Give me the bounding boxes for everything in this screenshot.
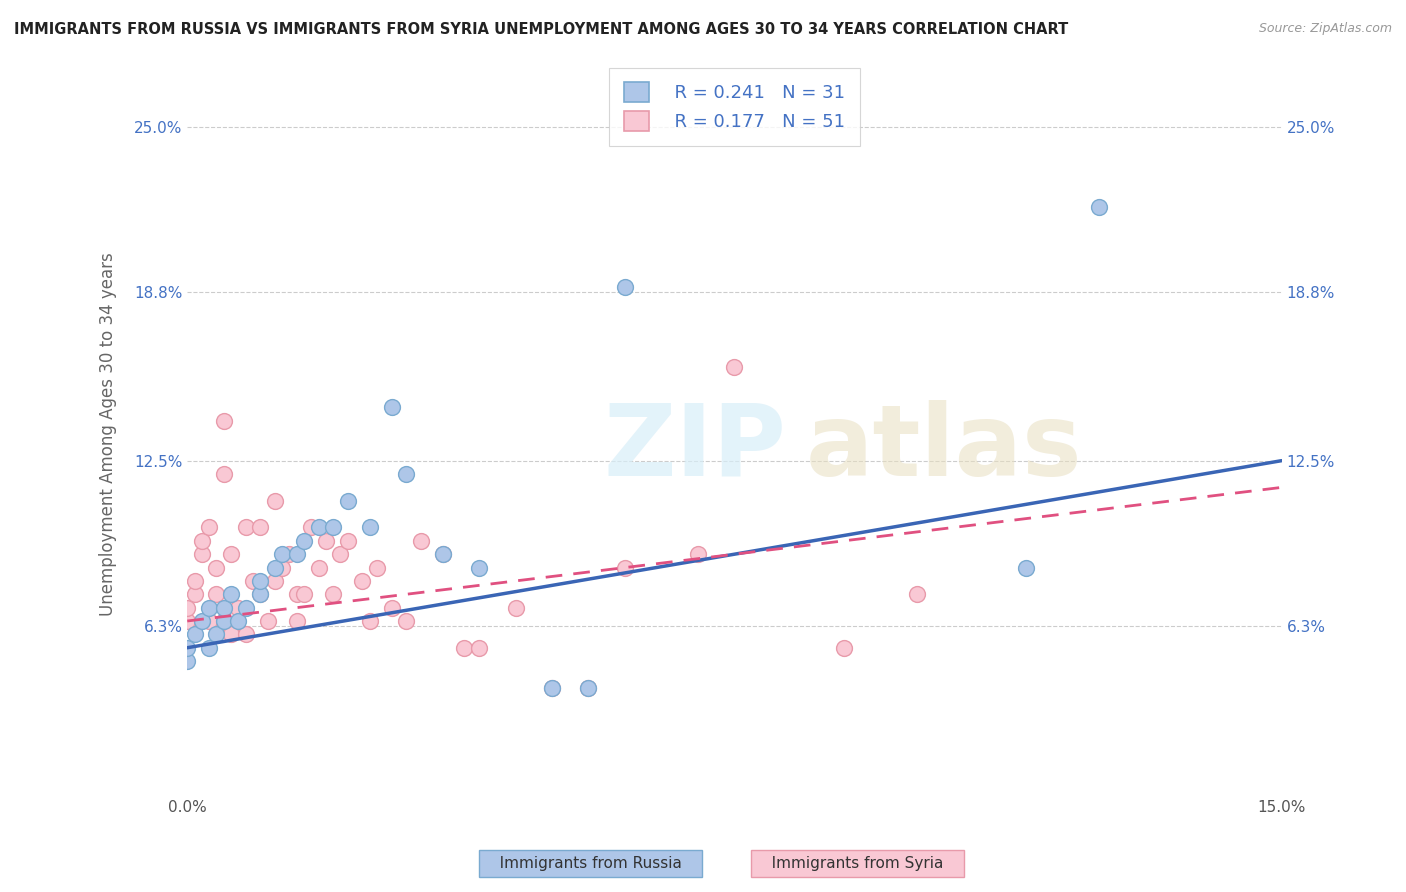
Point — [1015, 560, 1038, 574]
Point — [205, 560, 228, 574]
Point — [242, 574, 264, 588]
Point — [219, 627, 242, 641]
Point — [183, 587, 205, 601]
Point — [292, 533, 315, 548]
Point — [285, 587, 308, 601]
Point — [212, 600, 235, 615]
Point — [278, 547, 301, 561]
Point — [263, 560, 285, 574]
Point — [352, 574, 374, 588]
Point — [198, 614, 221, 628]
Point — [191, 614, 214, 628]
Point — [285, 614, 308, 628]
Legend:   R = 0.241   N = 31,   R = 0.177   N = 51: R = 0.241 N = 31, R = 0.177 N = 51 — [609, 68, 859, 145]
Point — [263, 493, 285, 508]
Point — [359, 520, 381, 534]
Point — [395, 614, 418, 628]
Point — [299, 520, 322, 534]
Point — [409, 533, 432, 548]
Point — [285, 547, 308, 561]
Y-axis label: Unemployment Among Ages 30 to 34 years: Unemployment Among Ages 30 to 34 years — [100, 252, 117, 615]
Point — [205, 627, 228, 641]
Text: ZIP: ZIP — [603, 400, 786, 497]
Point — [468, 560, 491, 574]
Point — [235, 627, 257, 641]
Point — [366, 560, 388, 574]
Point — [905, 587, 928, 601]
Point — [228, 614, 250, 628]
Point — [198, 640, 221, 655]
Point — [614, 560, 637, 574]
Point — [308, 560, 330, 574]
Point — [468, 640, 491, 655]
Point — [723, 360, 745, 375]
Point — [432, 547, 454, 561]
Point — [336, 493, 359, 508]
Point — [176, 640, 198, 655]
Point — [219, 547, 242, 561]
Point — [329, 547, 352, 561]
Point — [263, 574, 285, 588]
Point — [271, 547, 294, 561]
Point — [191, 533, 214, 548]
Point — [1088, 200, 1111, 214]
Text: IMMIGRANTS FROM RUSSIA VS IMMIGRANTS FROM SYRIA UNEMPLOYMENT AMONG AGES 30 TO 34: IMMIGRANTS FROM RUSSIA VS IMMIGRANTS FRO… — [14, 22, 1069, 37]
Point — [212, 614, 235, 628]
Point — [256, 614, 278, 628]
Point — [212, 414, 235, 428]
Point — [176, 600, 198, 615]
Point — [432, 547, 454, 561]
Point — [249, 574, 271, 588]
Point — [183, 574, 205, 588]
Point — [380, 401, 402, 415]
Point — [578, 681, 600, 695]
Point — [219, 587, 242, 601]
Point — [176, 654, 198, 668]
Point — [198, 600, 221, 615]
Point — [191, 547, 214, 561]
Point — [505, 600, 527, 615]
Point — [541, 681, 564, 695]
Point — [315, 533, 337, 548]
Point — [235, 520, 257, 534]
Point — [380, 600, 402, 615]
Text: atlas: atlas — [806, 400, 1083, 497]
Point — [686, 547, 709, 561]
Point — [578, 681, 600, 695]
Point — [832, 640, 855, 655]
Point — [614, 280, 637, 294]
Point — [228, 600, 250, 615]
Point — [271, 560, 294, 574]
Point — [322, 520, 344, 534]
Point — [235, 600, 257, 615]
Point — [453, 640, 475, 655]
Text: Source: ZipAtlas.com: Source: ZipAtlas.com — [1258, 22, 1392, 36]
Point — [322, 587, 344, 601]
Point — [205, 587, 228, 601]
Point — [541, 681, 564, 695]
Point — [198, 520, 221, 534]
Point — [336, 533, 359, 548]
Point — [292, 587, 315, 601]
Point — [308, 520, 330, 534]
Point — [249, 587, 271, 601]
Text: Immigrants from Syria: Immigrants from Syria — [758, 856, 957, 871]
Point — [249, 587, 271, 601]
Point — [395, 467, 418, 481]
Point — [212, 467, 235, 481]
Point — [359, 614, 381, 628]
Point — [183, 627, 205, 641]
Point — [249, 520, 271, 534]
Text: Immigrants from Russia: Immigrants from Russia — [485, 856, 696, 871]
Point — [176, 614, 198, 628]
